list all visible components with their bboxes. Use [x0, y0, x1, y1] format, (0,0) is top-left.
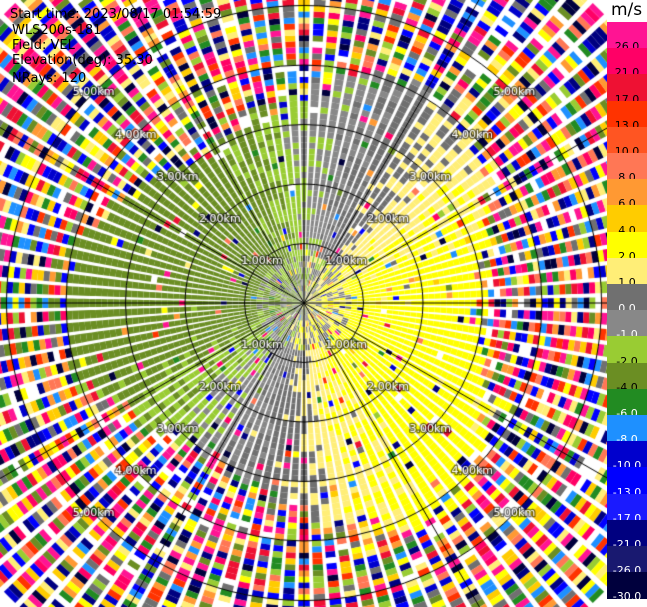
colorbar-swatch — [607, 48, 647, 75]
instrument-label: WLS200s-181 — [12, 23, 102, 38]
colorbar-swatch — [607, 415, 647, 442]
colorbar-swatch — [607, 519, 647, 547]
colorbar-swatch — [607, 441, 647, 468]
colorbar-swatch — [607, 22, 647, 49]
colorbar-swatch — [607, 546, 647, 573]
colorbar-swatch — [607, 231, 647, 259]
colorbar-tick-label: -30.0 — [612, 590, 642, 604]
nrays-label: NRays: 120 — [12, 71, 87, 86]
colorbar-swatch — [607, 572, 647, 599]
elevation-label: Elevation(deg): 35.30 — [12, 53, 153, 68]
colorbar-swatch — [607, 388, 647, 416]
start-time-label: Start time: 2023/08/17 01:54:59 — [10, 7, 222, 22]
colorbar-swatch — [607, 467, 647, 495]
colorbar-unit: m/s — [611, 0, 643, 20]
colorbar-swatch — [607, 336, 647, 364]
colorbar-swatch — [607, 179, 647, 206]
colorbar-swatch — [607, 284, 647, 311]
ppi-radar-plot — [0, 0, 607, 607]
colorbar-swatch — [607, 74, 647, 102]
field-label: Field: VEL — [12, 38, 75, 53]
colorbar-swatch — [607, 205, 647, 233]
colorbar-swatch — [607, 153, 647, 180]
colorbar-swatch — [607, 257, 647, 285]
colorbar-swatch — [607, 493, 647, 521]
colorbar-swatch — [607, 126, 647, 154]
colorbar-swatch — [607, 310, 647, 337]
colorbar-swatch — [607, 100, 647, 128]
colorbar-swatch — [607, 362, 647, 390]
